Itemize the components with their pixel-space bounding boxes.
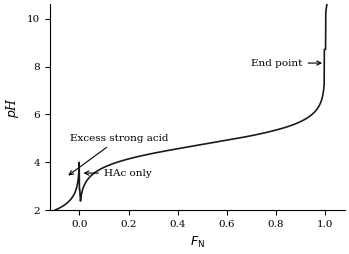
Text: Excess strong acid: Excess strong acid (69, 134, 168, 175)
Y-axis label: $p$H: $p$H (5, 97, 21, 118)
Text: HAc only: HAc only (85, 169, 152, 178)
X-axis label: $F_{\mathrm{N}}$: $F_{\mathrm{N}}$ (190, 234, 205, 250)
Text: End point: End point (251, 59, 321, 68)
